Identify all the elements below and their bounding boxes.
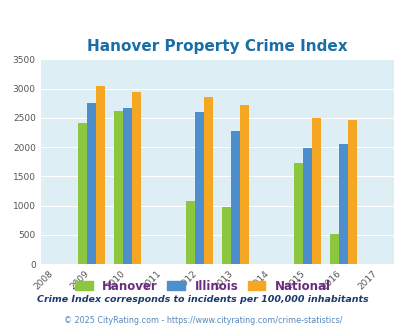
Bar (338, 144, 347, 264)
Bar (311, 118, 320, 264)
Bar (329, 234, 338, 264)
Bar (194, 112, 203, 264)
Bar (347, 119, 356, 264)
Bar (239, 105, 248, 264)
Bar (95, 86, 104, 264)
Title: Hanover Property Crime Index: Hanover Property Crime Index (87, 39, 347, 54)
Legend: Hanover, Illinois, National: Hanover, Illinois, National (70, 275, 335, 297)
Bar (302, 148, 311, 264)
Bar (86, 103, 95, 264)
Bar (122, 108, 131, 264)
Text: © 2025 CityRating.com - https://www.cityrating.com/crime-statistics/: © 2025 CityRating.com - https://www.city… (64, 316, 341, 325)
Bar (113, 111, 122, 264)
Bar (203, 97, 212, 264)
Bar (131, 91, 140, 264)
Bar (230, 131, 239, 264)
Text: Crime Index corresponds to incidents per 100,000 inhabitants: Crime Index corresponds to incidents per… (37, 295, 368, 304)
Bar (185, 201, 194, 264)
Bar (221, 207, 230, 264)
Bar (293, 163, 302, 264)
Bar (77, 122, 86, 264)
